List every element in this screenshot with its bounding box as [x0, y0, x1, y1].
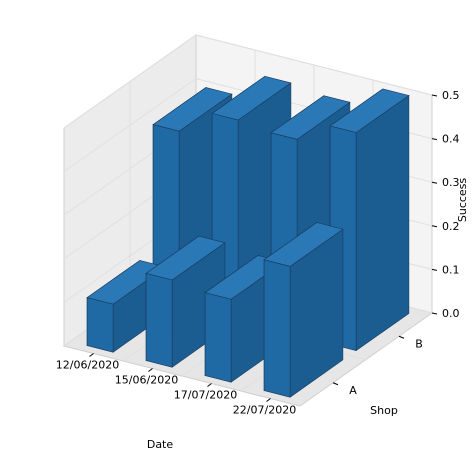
y-tick-label: B [415, 337, 423, 350]
y-tick-label: A [349, 384, 357, 397]
z-tick-label: 0.3 [442, 176, 460, 189]
x-tick [266, 398, 271, 402]
z-tick-label: 0.2 [442, 220, 460, 233]
z-tick-label: 0.0 [442, 307, 460, 320]
z-tick-label: 0.1 [442, 263, 460, 276]
x-tick-label: 15/06/2020 [115, 374, 178, 387]
ticks: 12/06/2020 15/06/2020 17/07/2020 22/07/2020… [56, 89, 460, 417]
x-axis-label: Date [147, 438, 174, 451]
bar-A-0 [86, 259, 167, 353]
z-tick [431, 181, 438, 184]
z-tick [431, 94, 438, 97]
z-tick-label: 0.5 [442, 89, 460, 102]
x-tick [89, 353, 94, 357]
x-tick [148, 368, 153, 372]
bar-front-face [145, 273, 173, 368]
y-tick [332, 382, 339, 386]
bars [86, 75, 410, 398]
z-tick [431, 225, 438, 228]
z-tick-label: 0.4 [442, 133, 460, 146]
z-tick [431, 312, 438, 315]
bar-side-face [355, 94, 410, 352]
y-tick [398, 335, 405, 339]
z-tick [431, 138, 438, 141]
x-tick-label: 22/07/2020 [233, 404, 296, 417]
x-tick [207, 383, 212, 387]
bar-A-3 [263, 221, 344, 398]
bar-front-face [263, 259, 291, 398]
z-tick [431, 268, 438, 271]
bar-front-face [204, 292, 232, 383]
bar-B-3 [329, 88, 410, 352]
y-axis-label: Shop [370, 404, 398, 417]
x-tick-label: 12/06/2020 [56, 359, 119, 372]
bar-front-face [86, 297, 114, 353]
z-axis-label: Success [456, 178, 469, 223]
x-tick-label: 17/07/2020 [174, 389, 237, 402]
